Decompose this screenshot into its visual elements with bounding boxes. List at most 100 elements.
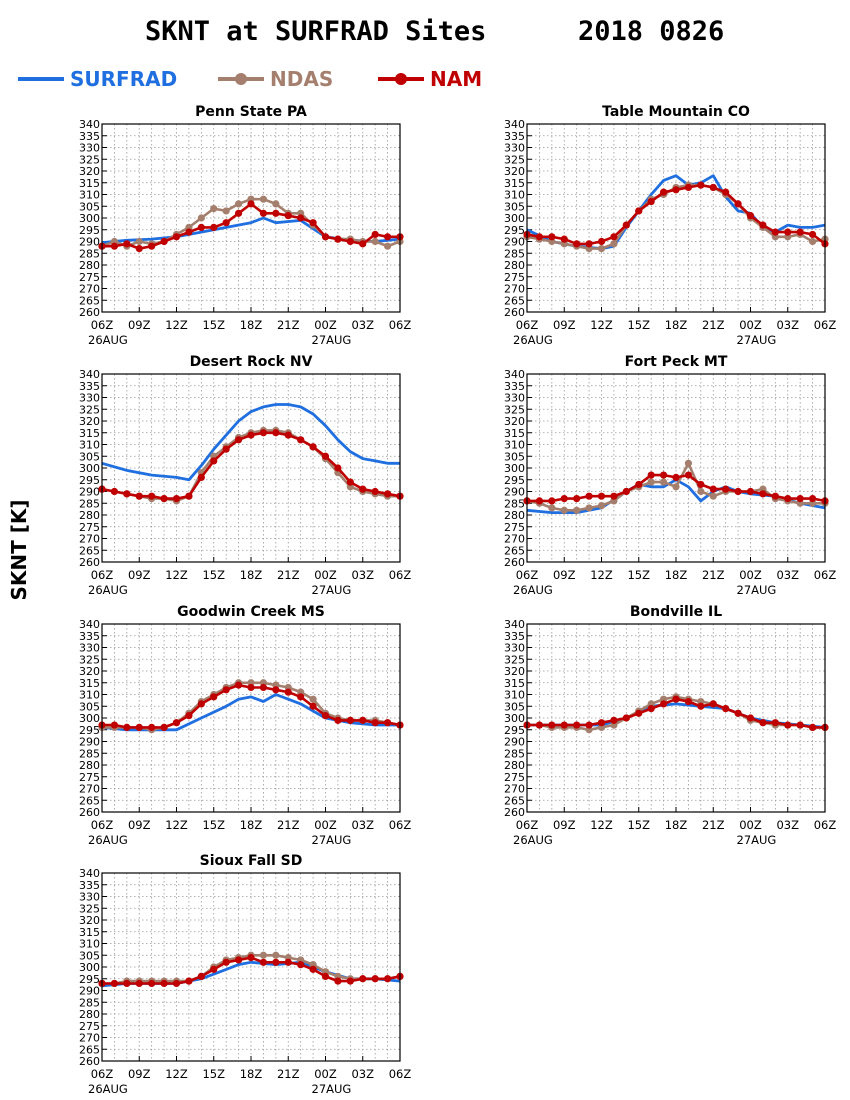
data-point-nam xyxy=(808,723,817,732)
legend-marker xyxy=(235,73,247,85)
y-tick-label: 270 xyxy=(79,283,100,296)
y-tick-label: 310 xyxy=(79,189,100,202)
data-point-nam xyxy=(759,221,767,229)
y-tick-label: 305 xyxy=(79,700,100,713)
y-tick-label: 320 xyxy=(504,165,525,178)
data-point-ndas xyxy=(597,244,606,253)
data-point-nam xyxy=(172,979,181,988)
y-tick-label: 320 xyxy=(504,415,525,428)
data-point-ndas xyxy=(573,506,581,514)
y-tick-label: 285 xyxy=(504,747,525,760)
data-point-nam xyxy=(734,709,742,717)
x-date-label: 27AUG xyxy=(312,1082,352,1096)
y-tick-label: 325 xyxy=(79,153,100,166)
y-tick-label: 330 xyxy=(79,891,100,904)
y-tick-label: 315 xyxy=(79,427,100,440)
y-tick-label: 330 xyxy=(504,142,525,155)
y-tick-label: 290 xyxy=(79,985,100,998)
y-tick-label: 270 xyxy=(504,533,525,546)
data-point-nam xyxy=(210,457,218,465)
y-tick-label: 300 xyxy=(504,212,525,225)
data-point-nam xyxy=(647,197,655,206)
data-point-ndas xyxy=(210,205,218,213)
x-tick-label: 03Z xyxy=(351,568,374,582)
data-point-nam xyxy=(371,230,379,239)
legend-item-surfrad: SURFRAD xyxy=(18,67,177,91)
x-tick-label: 00Z xyxy=(739,568,762,582)
y-tick-label: 300 xyxy=(79,212,100,225)
data-point-nam xyxy=(197,972,205,981)
x-tick-label: 03Z xyxy=(776,568,799,582)
y-tick-label: 275 xyxy=(79,271,100,284)
y-tick-label: 315 xyxy=(504,177,525,190)
x-tick-label: 03Z xyxy=(776,318,799,332)
data-point-nam xyxy=(383,490,392,498)
data-point-nam xyxy=(259,958,268,966)
data-point-nam xyxy=(371,487,379,496)
data-point-nam xyxy=(110,979,119,988)
data-point-nam xyxy=(222,445,230,453)
data-point-nam xyxy=(321,972,330,981)
data-point-nam xyxy=(110,487,119,496)
data-point-nam xyxy=(110,242,119,250)
data-point-nam xyxy=(272,209,280,217)
grid xyxy=(527,374,825,562)
data-point-nam xyxy=(284,688,292,696)
data-point-nam xyxy=(659,700,668,708)
data-point-ndas xyxy=(585,504,593,512)
data-point-nam xyxy=(172,719,181,727)
panel-title: Penn State PA xyxy=(195,104,307,120)
y-tick-label: 330 xyxy=(79,642,100,655)
y-tick-label: 270 xyxy=(79,783,100,796)
series-nam xyxy=(523,181,829,248)
data-point-nam xyxy=(746,714,755,722)
y-tick-label: 290 xyxy=(79,736,100,749)
y-tick-label: 260 xyxy=(79,306,100,319)
data-point-nam xyxy=(160,979,168,988)
data-point-nam xyxy=(560,721,568,729)
x-tick-label: 15Z xyxy=(627,318,650,332)
x-date-label: 26AUG xyxy=(513,833,553,847)
data-point-nam xyxy=(635,480,643,489)
data-point-nam xyxy=(197,223,205,231)
data-point-nam xyxy=(359,716,367,724)
y-tick-label: 325 xyxy=(79,403,100,416)
panel-title: Fort Peck MT xyxy=(625,354,728,370)
y-tick-label: 295 xyxy=(79,474,100,487)
x-date-label: 27AUG xyxy=(312,333,352,347)
x-tick-label: 15Z xyxy=(202,1067,225,1081)
x-date-label: 27AUG xyxy=(312,833,352,847)
x-tick-label: 09Z xyxy=(128,1067,151,1081)
data-point-ndas xyxy=(672,483,680,491)
data-point-nam xyxy=(234,956,243,964)
y-tick-label: 295 xyxy=(79,724,100,737)
grid xyxy=(102,624,400,812)
y-tick-label: 260 xyxy=(79,556,100,569)
data-point-nam xyxy=(222,958,230,966)
x-tick-label: 18Z xyxy=(665,818,688,832)
y-tick-label: 265 xyxy=(504,794,525,807)
data-point-nam xyxy=(210,693,218,701)
x-tick-label: 15Z xyxy=(202,818,225,832)
data-point-nam xyxy=(272,429,280,437)
x-tick-label: 06Z xyxy=(389,1067,412,1081)
grid xyxy=(102,374,400,562)
plot-frame xyxy=(101,872,401,1062)
data-point-nam xyxy=(548,721,556,729)
data-point-nam xyxy=(722,485,730,493)
data-point-nam xyxy=(172,233,181,241)
data-point-nam xyxy=(771,492,779,500)
data-point-nam xyxy=(160,237,168,246)
data-point-ndas xyxy=(135,237,143,246)
data-point-nam xyxy=(160,723,168,732)
y-tick-label: 285 xyxy=(79,497,100,510)
y-tick-label: 320 xyxy=(79,165,100,178)
data-point-nam xyxy=(234,209,243,217)
data-point-nam xyxy=(784,228,792,236)
data-point-nam xyxy=(172,494,181,503)
y-tick-label: 305 xyxy=(504,450,525,463)
data-point-nam xyxy=(123,490,131,498)
data-point-nam xyxy=(659,188,668,196)
data-point-nam xyxy=(560,494,568,503)
x-tick-label: 06Z xyxy=(516,568,539,582)
